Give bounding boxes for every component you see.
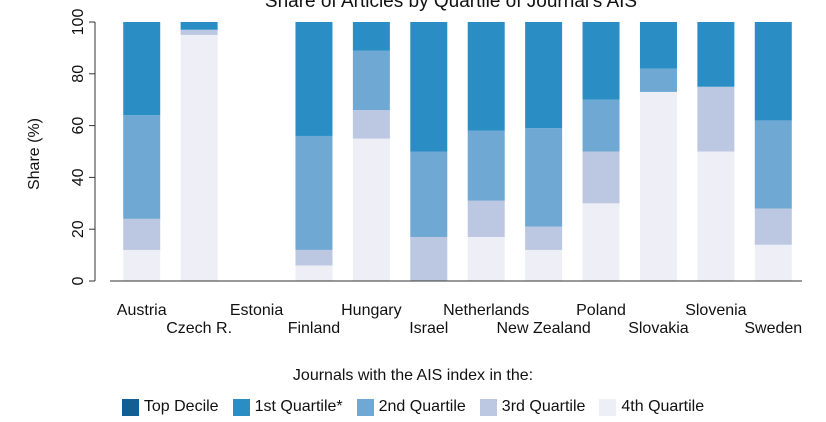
bar-segment	[754, 22, 792, 121]
bar-segment	[525, 249, 563, 281]
y-tick-label: 0	[70, 276, 87, 285]
legend-label: 2nd Quartile	[378, 398, 466, 415]
x-tick-label: New Zealand	[496, 320, 590, 337]
legend: Top Decile 1st Quartile* 2nd Quartile 3rd Q…	[0, 398, 826, 416]
bar-segment	[295, 265, 333, 281]
bar-segment	[352, 50, 390, 111]
stacked-bar-chart: Share of Articles by Quartile of Journal…	[26, 0, 802, 337]
bar-segment	[697, 22, 735, 87]
bar-segment	[639, 91, 677, 282]
legend-label: Top Decile	[143, 398, 219, 415]
bar-segment	[467, 236, 505, 281]
bar-segment	[410, 151, 448, 237]
bar-segment	[697, 86, 735, 152]
bar-segment	[525, 128, 563, 227]
y-axis-label: Share (%)	[26, 118, 43, 190]
x-tick-label: Hungary	[341, 302, 401, 319]
y-tick-label: 100	[70, 9, 87, 36]
y-axis: 0 20 40 60 80 100	[70, 9, 96, 285]
legend-item: 4th Quartile	[599, 398, 704, 416]
x-tick-label: Czech R.	[166, 320, 232, 337]
x-tick-label: Finland	[288, 320, 340, 337]
bar-segment	[467, 130, 505, 201]
legend-label: 1st Quartile*	[254, 398, 343, 415]
bar-segment	[754, 244, 792, 281]
bar-segment	[410, 22, 448, 152]
legend-swatch	[356, 398, 374, 416]
bar-segment	[180, 34, 218, 282]
bar-segment	[525, 226, 563, 250]
x-tick-label: Poland	[576, 302, 626, 319]
bar-segment	[410, 236, 448, 281]
y-tick-label: 20	[70, 220, 87, 238]
legend-swatch	[599, 398, 617, 416]
bar-segment	[180, 22, 218, 30]
x-tick-label: Austria	[117, 302, 167, 319]
legend-item: 1st Quartile*	[232, 398, 343, 416]
bar-segment	[639, 68, 677, 92]
bar-segment	[352, 110, 390, 139]
legend-label: 4th Quartile	[621, 398, 705, 415]
y-tick-label: 80	[70, 65, 87, 83]
bar-segment	[123, 218, 161, 250]
bars	[123, 22, 792, 282]
bar-segment	[123, 22, 161, 116]
legend-swatch	[121, 398, 139, 416]
bar-segment	[754, 208, 792, 245]
x-tick-label: Sweden	[744, 320, 802, 337]
legend-item: 2nd Quartile	[356, 398, 466, 416]
bar-segment	[295, 22, 333, 136]
x-tick-label: Slovenia	[685, 302, 746, 319]
bar-segment	[639, 22, 677, 69]
bar-segment	[467, 22, 505, 131]
legend-item: Top Decile	[121, 398, 219, 416]
legend-title: Journals with the AIS index in the:	[292, 367, 534, 384]
bar-segment	[582, 151, 620, 204]
bar-segment	[582, 203, 620, 281]
y-tick-label: 60	[70, 117, 87, 135]
legend-swatch	[232, 398, 250, 416]
bar-segment	[525, 22, 563, 129]
x-tick-label: Slovakia	[628, 320, 689, 337]
legend-item: 3rd Quartile	[479, 398, 586, 416]
bar-segment	[582, 22, 620, 100]
y-tick-label: 40	[70, 168, 87, 186]
bar-segment	[123, 249, 161, 281]
bar-segment	[754, 120, 792, 209]
bar-segment	[352, 22, 390, 51]
x-tick-label: Estonia	[230, 302, 283, 319]
bar-segment	[295, 135, 333, 250]
bar-segment	[352, 138, 390, 281]
chart-title: Share of Articles by Quartile of Journal…	[265, 0, 637, 12]
x-tick-label: Israel	[409, 320, 448, 337]
bar-segment	[295, 249, 333, 266]
bar-segment	[123, 115, 161, 219]
bar-segment	[180, 29, 218, 35]
bar-segment	[697, 151, 735, 281]
legend-label: 3rd Quartile	[501, 398, 586, 415]
bar-segment	[582, 99, 620, 152]
x-tick-label: Netherlands	[443, 302, 529, 319]
bar-segment	[467, 200, 505, 237]
legend-swatch	[479, 398, 497, 416]
